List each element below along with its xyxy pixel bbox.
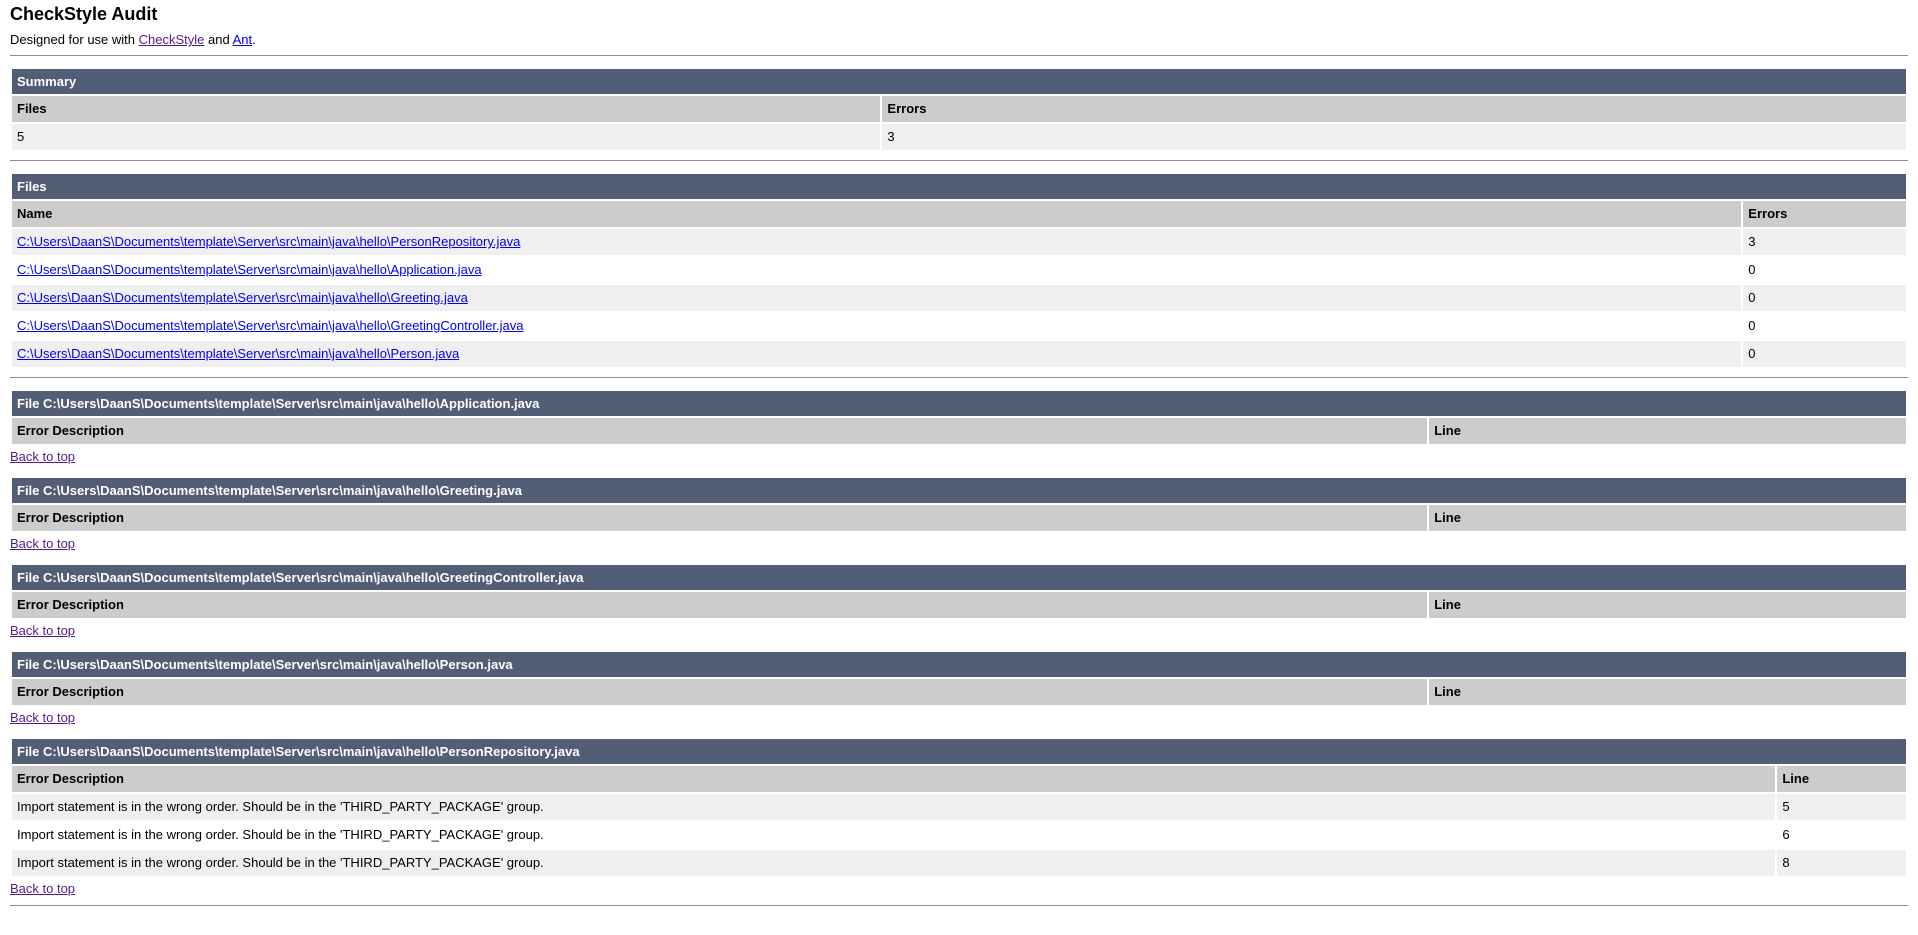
error-line: 8 — [1777, 850, 1906, 876]
file-link-greeting[interactable]: C:\Users\DaanS\Documents\template\Server… — [17, 290, 468, 305]
file-section-table: Error Description Line — [10, 677, 1908, 707]
error-description: Import statement is in the wrong order. … — [12, 822, 1776, 848]
file-link-application[interactable]: C:\Users\DaanS\Documents\template\Server… — [17, 262, 482, 277]
file-section-heading-personrepository: File C:\Users\DaanS\Documents\template\S… — [12, 739, 1906, 764]
summary-heading: Summary — [12, 69, 1906, 94]
file-section-heading-greetingcontroller: File C:\Users\DaanS\Documents\template\S… — [12, 565, 1906, 590]
file-link-personrepository[interactable]: C:\Users\DaanS\Documents\template\Server… — [17, 234, 521, 249]
intro-and: and — [204, 32, 233, 47]
file-link-person[interactable]: C:\Users\DaanS\Documents\template\Server… — [17, 346, 460, 361]
intro-prefix: Designed for use with — [10, 32, 139, 47]
divider — [10, 377, 1908, 378]
error-description: Import statement is in the wrong order. … — [12, 850, 1776, 876]
error-row: Import statement is in the wrong order. … — [12, 850, 1906, 876]
column-header-error-description: Error Description — [12, 679, 1428, 705]
file-error-count: 3 — [1743, 229, 1906, 255]
section-header-row: Error Description Line — [12, 505, 1906, 531]
section-header-row: Error Description Line — [12, 418, 1906, 444]
error-row: Import statement is in the wrong order. … — [12, 794, 1906, 820]
error-description: Import statement is in the wrong order. … — [12, 794, 1776, 820]
ant-link[interactable]: Ant — [232, 32, 253, 47]
back-to-top-link[interactable]: Back to top — [10, 536, 76, 551]
summary-value-row: 5 3 — [12, 124, 1906, 150]
file-section-table: Error Description Line Import statement … — [10, 764, 1908, 878]
back-to-top-link[interactable]: Back to top — [10, 710, 76, 725]
file-section-table: Error Description Line — [10, 590, 1908, 620]
summary-files-count: 5 — [12, 124, 881, 150]
file-row: C:\Users\DaanS\Documents\template\Server… — [12, 285, 1906, 311]
summary-header-row: Files Errors — [12, 96, 1906, 122]
intro-text: Designed for use with CheckStyle and Ant… — [10, 32, 1908, 47]
column-header-error-description: Error Description — [12, 418, 1428, 444]
column-header-name: Name — [12, 201, 1742, 227]
file-section-heading-person: File C:\Users\DaanS\Documents\template\S… — [12, 652, 1906, 677]
section-header-row: Error Description Line — [12, 766, 1906, 792]
summary-errors-count: 3 — [882, 124, 1906, 150]
file-row: C:\Users\DaanS\Documents\template\Server… — [12, 229, 1906, 255]
column-header-error-description: Error Description — [12, 592, 1428, 618]
column-header-errors: Errors — [882, 96, 1906, 122]
files-header-row: Name Errors — [12, 201, 1906, 227]
column-header-line: Line — [1777, 766, 1906, 792]
column-header-errors: Errors — [1743, 201, 1906, 227]
error-row: Import statement is in the wrong order. … — [12, 822, 1906, 848]
file-error-count: 0 — [1743, 285, 1906, 311]
file-link-greetingcontroller[interactable]: C:\Users\DaanS\Documents\template\Server… — [17, 318, 524, 333]
section-header-row: Error Description Line — [12, 592, 1906, 618]
file-error-count: 0 — [1743, 257, 1906, 283]
divider — [10, 160, 1908, 161]
error-line: 5 — [1777, 794, 1906, 820]
file-error-count: 0 — [1743, 341, 1906, 367]
back-to-top-link[interactable]: Back to top — [10, 449, 76, 464]
checkstyle-link[interactable]: CheckStyle — [138, 32, 205, 47]
column-header-line: Line — [1429, 592, 1906, 618]
column-header-error-description: Error Description — [12, 766, 1776, 792]
file-error-count: 0 — [1743, 313, 1906, 339]
file-section-heading-application: File C:\Users\DaanS\Documents\template\S… — [12, 391, 1906, 416]
file-section-table: Error Description Line — [10, 416, 1908, 446]
intro-period: . — [252, 32, 256, 47]
files-heading: Files — [12, 174, 1906, 199]
column-header-line: Line — [1429, 418, 1906, 444]
summary-table: Files Errors 5 3 — [10, 94, 1908, 152]
file-row: C:\Users\DaanS\Documents\template\Server… — [12, 257, 1906, 283]
column-header-line: Line — [1429, 679, 1906, 705]
back-to-top-link[interactable]: Back to top — [10, 623, 76, 638]
file-row: C:\Users\DaanS\Documents\template\Server… — [12, 341, 1906, 367]
files-table: Name Errors C:\Users\DaanS\Documents\tem… — [10, 199, 1908, 369]
file-section-heading-greeting: File C:\Users\DaanS\Documents\template\S… — [12, 478, 1906, 503]
error-line: 6 — [1777, 822, 1906, 848]
page-title: CheckStyle Audit — [10, 4, 158, 24]
column-header-error-description: Error Description — [12, 505, 1428, 531]
divider — [10, 905, 1908, 906]
back-to-top-link[interactable]: Back to top — [10, 881, 76, 896]
file-section-table: Error Description Line — [10, 503, 1908, 533]
column-header-files: Files — [12, 96, 881, 122]
column-header-line: Line — [1429, 505, 1906, 531]
section-header-row: Error Description Line — [12, 679, 1906, 705]
file-row: C:\Users\DaanS\Documents\template\Server… — [12, 313, 1906, 339]
divider — [10, 55, 1908, 56]
